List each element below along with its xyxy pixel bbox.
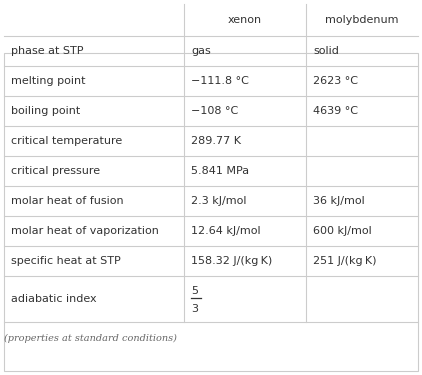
Bar [4, 53, 418, 371]
Text: 600 kJ/mol: 600 kJ/mol [313, 226, 372, 236]
Text: 2.3 kJ/mol: 2.3 kJ/mol [191, 196, 246, 206]
Text: molar heat of fusion: molar heat of fusion [11, 196, 124, 206]
Text: 251 J/(kg K): 251 J/(kg K) [313, 256, 377, 266]
Text: −111.8 °C: −111.8 °C [191, 76, 249, 86]
Text: molybdenum: molybdenum [325, 15, 399, 25]
Text: critical pressure: critical pressure [11, 166, 100, 176]
Text: −108 °C: −108 °C [191, 106, 238, 116]
Text: xenon: xenon [228, 15, 262, 25]
Text: 36 kJ/mol: 36 kJ/mol [313, 196, 365, 206]
Text: 289.77 K: 289.77 K [191, 136, 241, 146]
Text: 12.64 kJ/mol: 12.64 kJ/mol [191, 226, 261, 236]
Text: phase at STP: phase at STP [11, 46, 84, 56]
Text: solid: solid [313, 46, 339, 56]
Text: specific heat at STP: specific heat at STP [11, 256, 121, 266]
Text: 4639 °C: 4639 °C [313, 106, 358, 116]
Text: critical temperature: critical temperature [11, 136, 122, 146]
Text: 3: 3 [191, 304, 198, 314]
Text: 5: 5 [191, 286, 198, 296]
Text: molar heat of vaporization: molar heat of vaporization [11, 226, 159, 236]
Text: melting point: melting point [11, 76, 86, 86]
Text: boiling point: boiling point [11, 106, 80, 116]
Text: gas: gas [191, 46, 211, 56]
Text: 5.841 MPa: 5.841 MPa [191, 166, 249, 176]
Text: (properties at standard conditions): (properties at standard conditions) [4, 334, 177, 343]
Text: 2623 °C: 2623 °C [313, 76, 358, 86]
Bar [4, 53, 418, 371]
Text: 158.32 J/(kg K): 158.32 J/(kg K) [191, 256, 272, 266]
Text: adiabatic index: adiabatic index [11, 294, 97, 304]
